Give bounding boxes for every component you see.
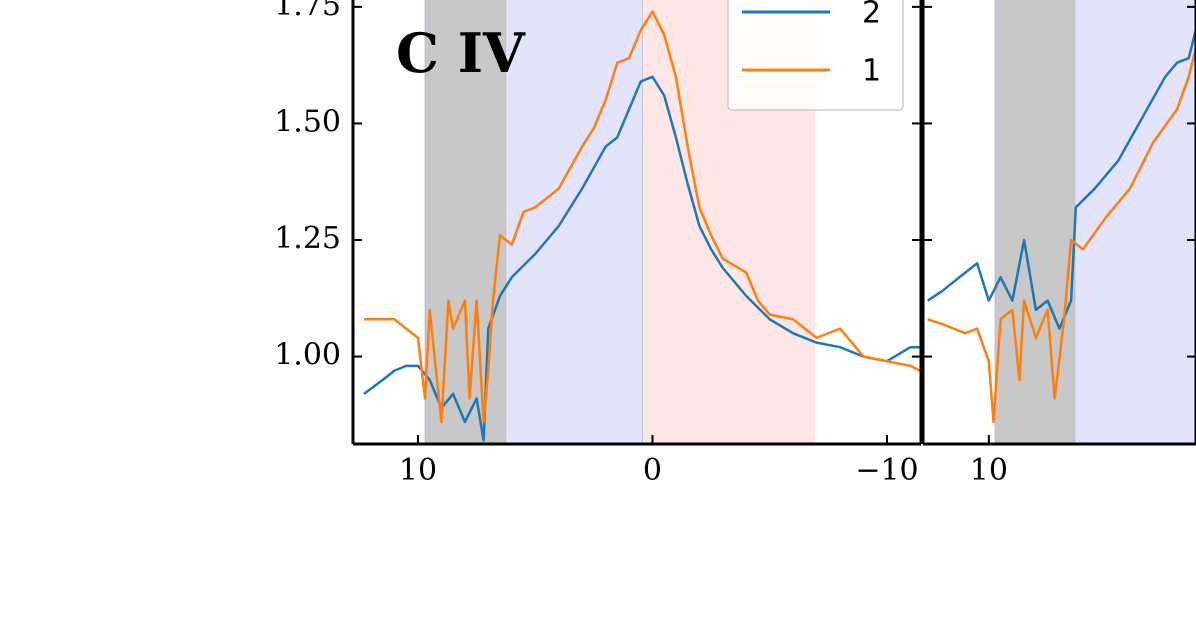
data-line <box>927 29 1196 330</box>
shaded-region <box>424 0 506 444</box>
shaded-region <box>1074 0 1196 444</box>
plot-area <box>927 0 1196 444</box>
y-tick-label: 1.25 <box>274 221 341 256</box>
x-tick-label: 0 <box>643 453 662 488</box>
shaded-region <box>994 0 1075 444</box>
legend-box <box>727 0 904 111</box>
legend-label: 2 <box>862 0 881 31</box>
legend-label: 1 <box>862 54 881 89</box>
x-tick-label: 10 <box>399 453 437 488</box>
data-line <box>927 48 1196 424</box>
x-tick-label: −10 <box>855 453 918 488</box>
y-tick-label: 1.75 <box>274 0 341 23</box>
shaded-region <box>505 0 643 444</box>
y-tick-label: 1.50 <box>274 104 341 139</box>
annotation: C IV <box>396 21 526 85</box>
y-tick-label: 1.00 <box>274 338 341 373</box>
x-tick-label: 10 <box>970 453 1008 488</box>
data-line <box>364 10 921 424</box>
